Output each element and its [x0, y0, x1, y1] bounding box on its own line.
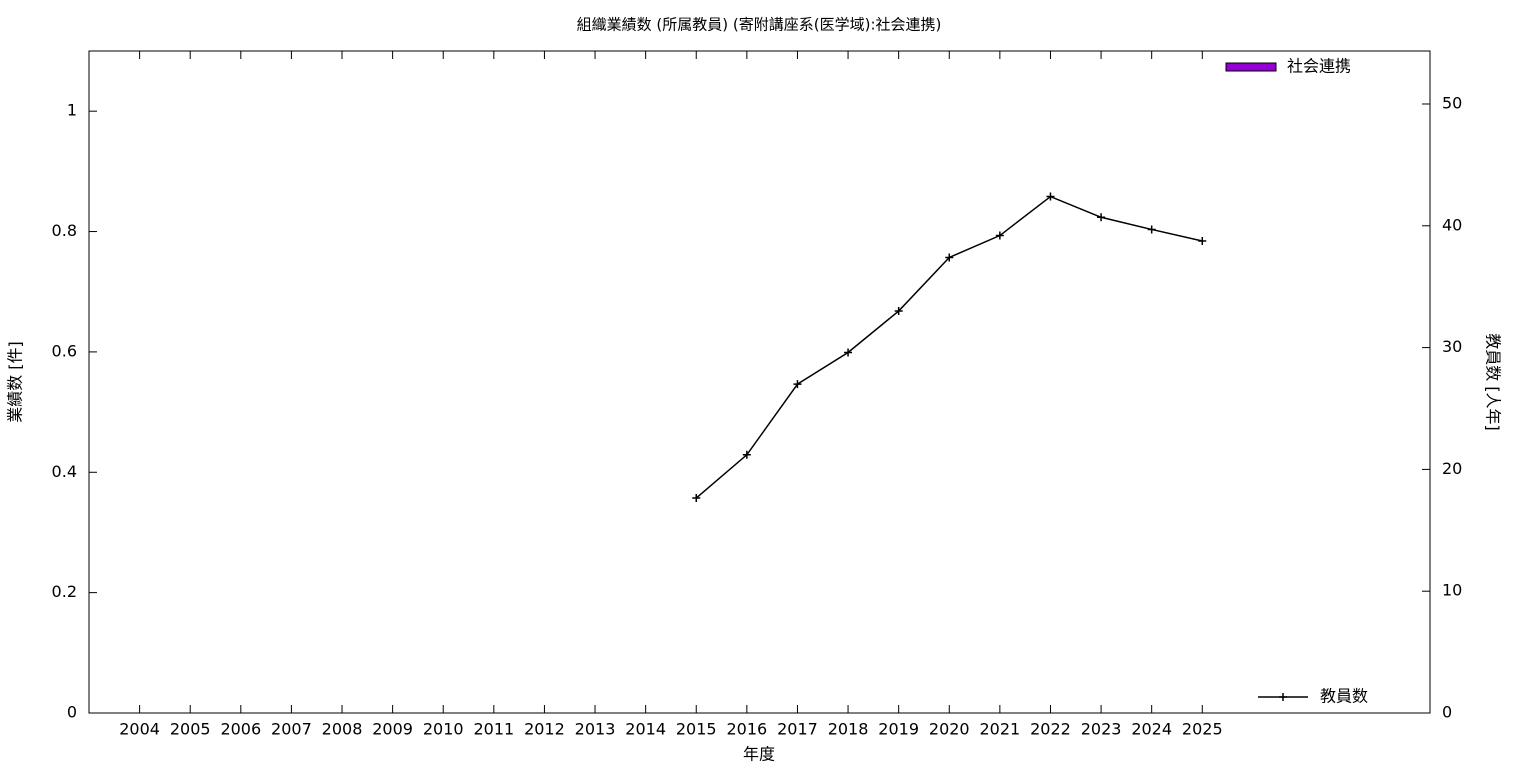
y-tick-label: 0.4	[52, 462, 77, 481]
y2-axis-label: 教員数 [人年]	[1484, 333, 1503, 431]
x-tick-label: 2022	[1030, 720, 1071, 739]
point	[894, 307, 903, 316]
legend-label: 教員数	[1320, 687, 1368, 706]
point	[995, 231, 1004, 240]
x-tick-label: 2011	[473, 720, 514, 739]
line	[695, 195, 1203, 499]
y-tick-label: 0.6	[52, 341, 77, 360]
legend-swatch	[1279, 693, 1287, 701]
x-tick-label: 2007	[271, 720, 312, 739]
legend-label: 社会連携	[1287, 57, 1351, 76]
x-tick-label: 2012	[524, 720, 565, 739]
y-tick-label: 0.2	[52, 582, 77, 601]
point	[1046, 192, 1055, 201]
point	[1097, 213, 1106, 222]
point	[692, 494, 701, 503]
x-tick-label: 2009	[372, 720, 413, 739]
y2-tick-label: 0	[1442, 703, 1452, 722]
legend-swatch	[1225, 62, 1277, 72]
x-tick-label: 2013	[575, 720, 616, 739]
x-axis-label: 年度	[743, 745, 775, 764]
x-tick-label: 2015	[676, 720, 717, 739]
x-tick-label: 2024	[1131, 720, 1172, 739]
y-tick-label: 0.8	[52, 221, 77, 240]
chart-title: 組織業績数 (所属教員) (寄附講座系(医学域):社会連携)	[577, 16, 942, 34]
x-tick-label: 2025	[1182, 720, 1223, 739]
y2-tick-label: 30	[1442, 337, 1462, 356]
x-tick-label: 2016	[726, 720, 767, 739]
y2-tick-label: 20	[1442, 459, 1462, 478]
x-tick-label: 2019	[878, 720, 919, 739]
x-tick-label: 2020	[929, 720, 970, 739]
x-tick-label: 2006	[220, 720, 261, 739]
y-axis-label: 業績数 [件]	[6, 341, 25, 423]
x-tick-label: 2014	[625, 720, 666, 739]
y2-tick-label: 40	[1442, 215, 1462, 234]
point	[793, 380, 802, 389]
x-tick-label: 2005	[170, 720, 211, 739]
y2-tick-label: 50	[1442, 93, 1462, 112]
point	[742, 450, 751, 459]
point	[844, 348, 853, 357]
y-tick-label: 0	[67, 703, 77, 722]
y-tick-label: 1	[67, 101, 77, 120]
x-tick-label: 2010	[423, 720, 464, 739]
x-tick-label: 2017	[777, 720, 818, 739]
point	[1198, 237, 1207, 246]
plot-frame	[88, 50, 1431, 714]
x-tick-label: 2018	[828, 720, 869, 739]
x-tick-label: 2021	[980, 720, 1021, 739]
point	[945, 253, 954, 262]
y2-tick-label: 10	[1442, 581, 1462, 600]
x-tick-label: 2008	[322, 720, 363, 739]
x-tick-label: 2023	[1081, 720, 1122, 739]
point	[1147, 225, 1156, 234]
x-tick-label: 2004	[119, 720, 160, 739]
